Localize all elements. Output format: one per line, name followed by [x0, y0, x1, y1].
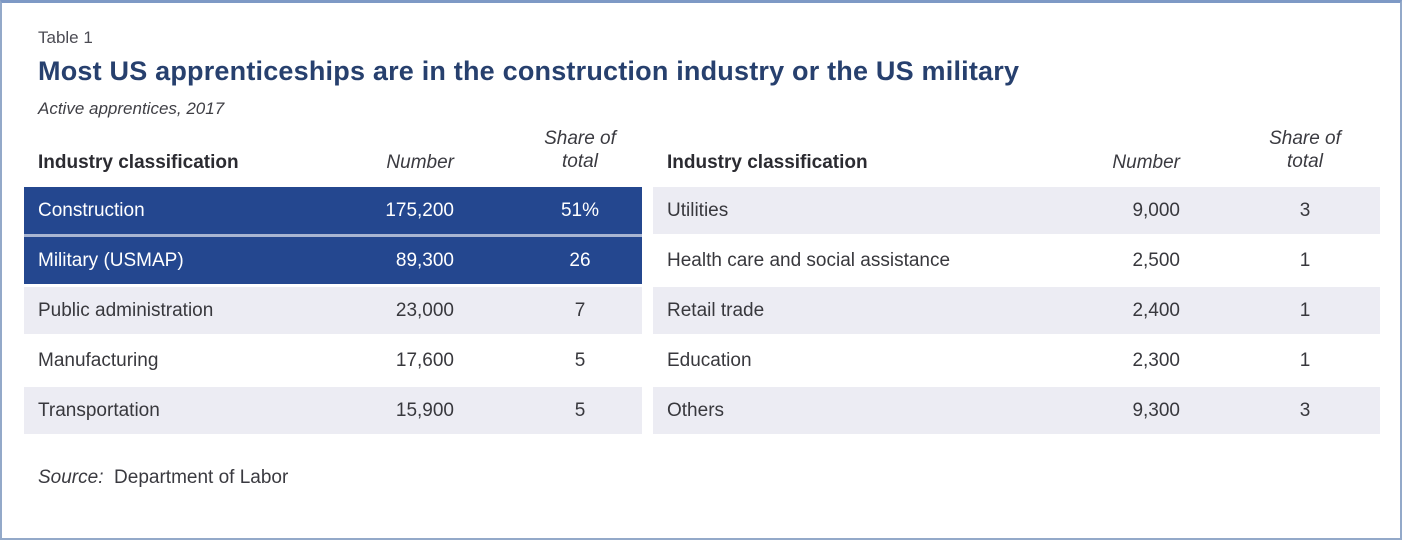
column-header-number: Number: [1112, 152, 1180, 173]
cell-industry: Construction: [38, 199, 145, 221]
cell-industry: Utilities: [667, 199, 729, 221]
table-row: Military (USMAP) 89,300 26: [24, 237, 642, 284]
table-row: Health care and social assistance 2,500 …: [653, 237, 1380, 284]
cell-industry: Public administration: [38, 299, 214, 321]
column-header-share-line1: Share of: [544, 127, 616, 149]
cell-number: 17,600: [395, 349, 454, 371]
cell-industry: Transportation: [38, 399, 160, 421]
column-header-share: Share of total: [1230, 127, 1380, 175]
tables-container: Industry classification Number Share of …: [24, 125, 1380, 437]
column-header-number: Number: [386, 152, 454, 173]
table-row: Public administration 23,000 7: [24, 287, 642, 334]
table-row: Others 9,300 3: [653, 387, 1380, 434]
figure-header: Table 1 Most US apprenticeships are in t…: [38, 27, 1380, 119]
cell-share: 7: [574, 299, 586, 321]
cell-share: 3: [1299, 399, 1311, 421]
cell-share: 5: [574, 399, 586, 421]
cell-number: 9,300: [1132, 399, 1180, 421]
cell-number: 2,300: [1132, 349, 1180, 371]
table-row: Transportation 15,900 5: [24, 387, 642, 434]
column-header-industry: Industry classification: [38, 152, 239, 173]
table-row: Utilities 9,000 3: [653, 187, 1380, 234]
cell-number: 2,400: [1132, 299, 1180, 321]
table-label: Table 1: [38, 28, 93, 47]
column-header-share-line1: Share of: [1269, 127, 1341, 149]
left-table-header-row: Industry classification Number Share of …: [24, 125, 642, 187]
cell-number: 175,200: [385, 199, 454, 221]
source-note: Source: Department of Labor: [38, 467, 1380, 489]
cell-industry: Military (USMAP): [38, 249, 184, 271]
cell-industry: Health care and social assistance: [667, 249, 951, 271]
table-row: Retail trade 2,400 1: [653, 287, 1380, 334]
cell-industry: Retail trade: [667, 299, 765, 321]
column-header-share-line2: total: [562, 151, 598, 173]
figure-title: Most US apprenticeships are in the const…: [38, 56, 1020, 87]
right-table: Industry classification Number Share of …: [653, 125, 1380, 437]
left-table: Industry classification Number Share of …: [24, 125, 642, 437]
cell-share: 1: [1299, 349, 1311, 371]
cell-number: 2,500: [1132, 249, 1180, 271]
cell-industry: Education: [667, 349, 752, 371]
cell-number: 9,000: [1132, 199, 1180, 221]
cell-share: 1: [1299, 249, 1311, 271]
figure-subtitle: Active apprentices, 2017: [38, 99, 225, 118]
right-table-header-row: Industry classification Number Share of …: [653, 125, 1380, 187]
table-row: Construction 175,200 51%: [24, 187, 642, 234]
column-header-industry: Industry classification: [667, 152, 868, 173]
column-header-share: Share of total: [518, 127, 642, 175]
cell-share: 26: [569, 249, 591, 271]
source-text: Department of Labor: [114, 467, 289, 488]
table-row: Manufacturing 17,600 5: [24, 337, 642, 384]
cell-number: 23,000: [395, 299, 454, 321]
cell-share: 3: [1299, 199, 1311, 221]
cell-number: 89,300: [395, 249, 454, 271]
source-label: Source:: [38, 467, 104, 488]
table-row: Education 2,300 1: [653, 337, 1380, 384]
cell-share: 5: [574, 349, 586, 371]
column-header-share-line2: total: [1287, 151, 1323, 173]
cell-share: 1: [1299, 299, 1311, 321]
cell-number: 15,900: [395, 399, 454, 421]
cell-industry: Others: [667, 399, 725, 421]
cell-share: 51%: [560, 199, 600, 221]
cell-industry: Manufacturing: [38, 349, 159, 371]
